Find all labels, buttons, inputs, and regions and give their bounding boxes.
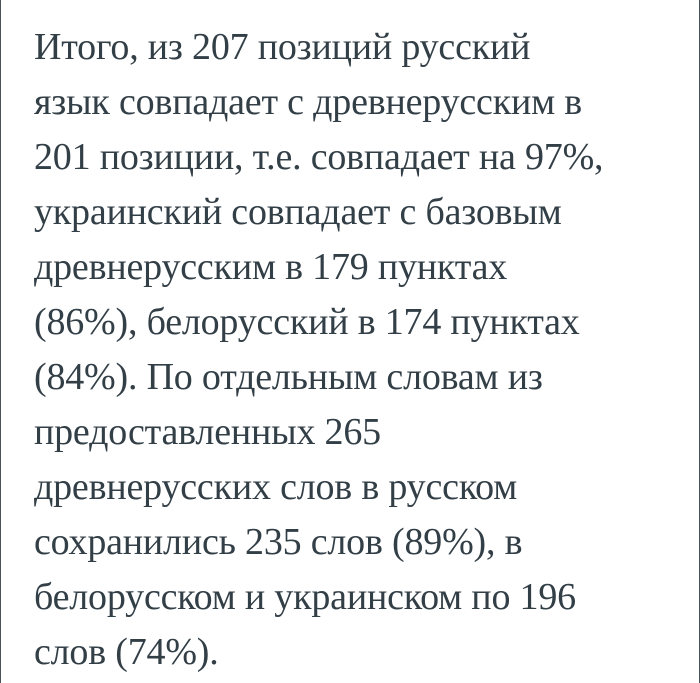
paragraph-line: древнерусским в 179 пунктах xyxy=(34,246,508,288)
paragraph-line: украинский совпадает с базовым xyxy=(34,191,562,233)
paragraph-line: белорусском и украинском по 196 xyxy=(34,576,576,618)
paragraph-line: сохранились 235 слов (89%), в xyxy=(34,521,523,563)
paragraph-line: (86%), белорусский в 174 пунктах xyxy=(34,301,580,343)
paragraph-line: (84%). По отдельным словам из xyxy=(34,356,543,398)
article-paragraph: Итого, из 207 позиций русский язык совпа… xyxy=(34,20,691,680)
paragraph-line: древнерусских слов в русском xyxy=(34,466,518,508)
paragraph-line: предоставленных 265 xyxy=(34,411,381,453)
paragraph-line: Итого, из 207 позиций русский xyxy=(34,26,531,68)
paragraph-line: слов (74%). xyxy=(34,631,219,673)
paragraph-line: язык совпадает с древнерусским в xyxy=(34,81,582,123)
paragraph-line: 201 позиции, т.е. совпадает на 97%, xyxy=(34,136,604,178)
